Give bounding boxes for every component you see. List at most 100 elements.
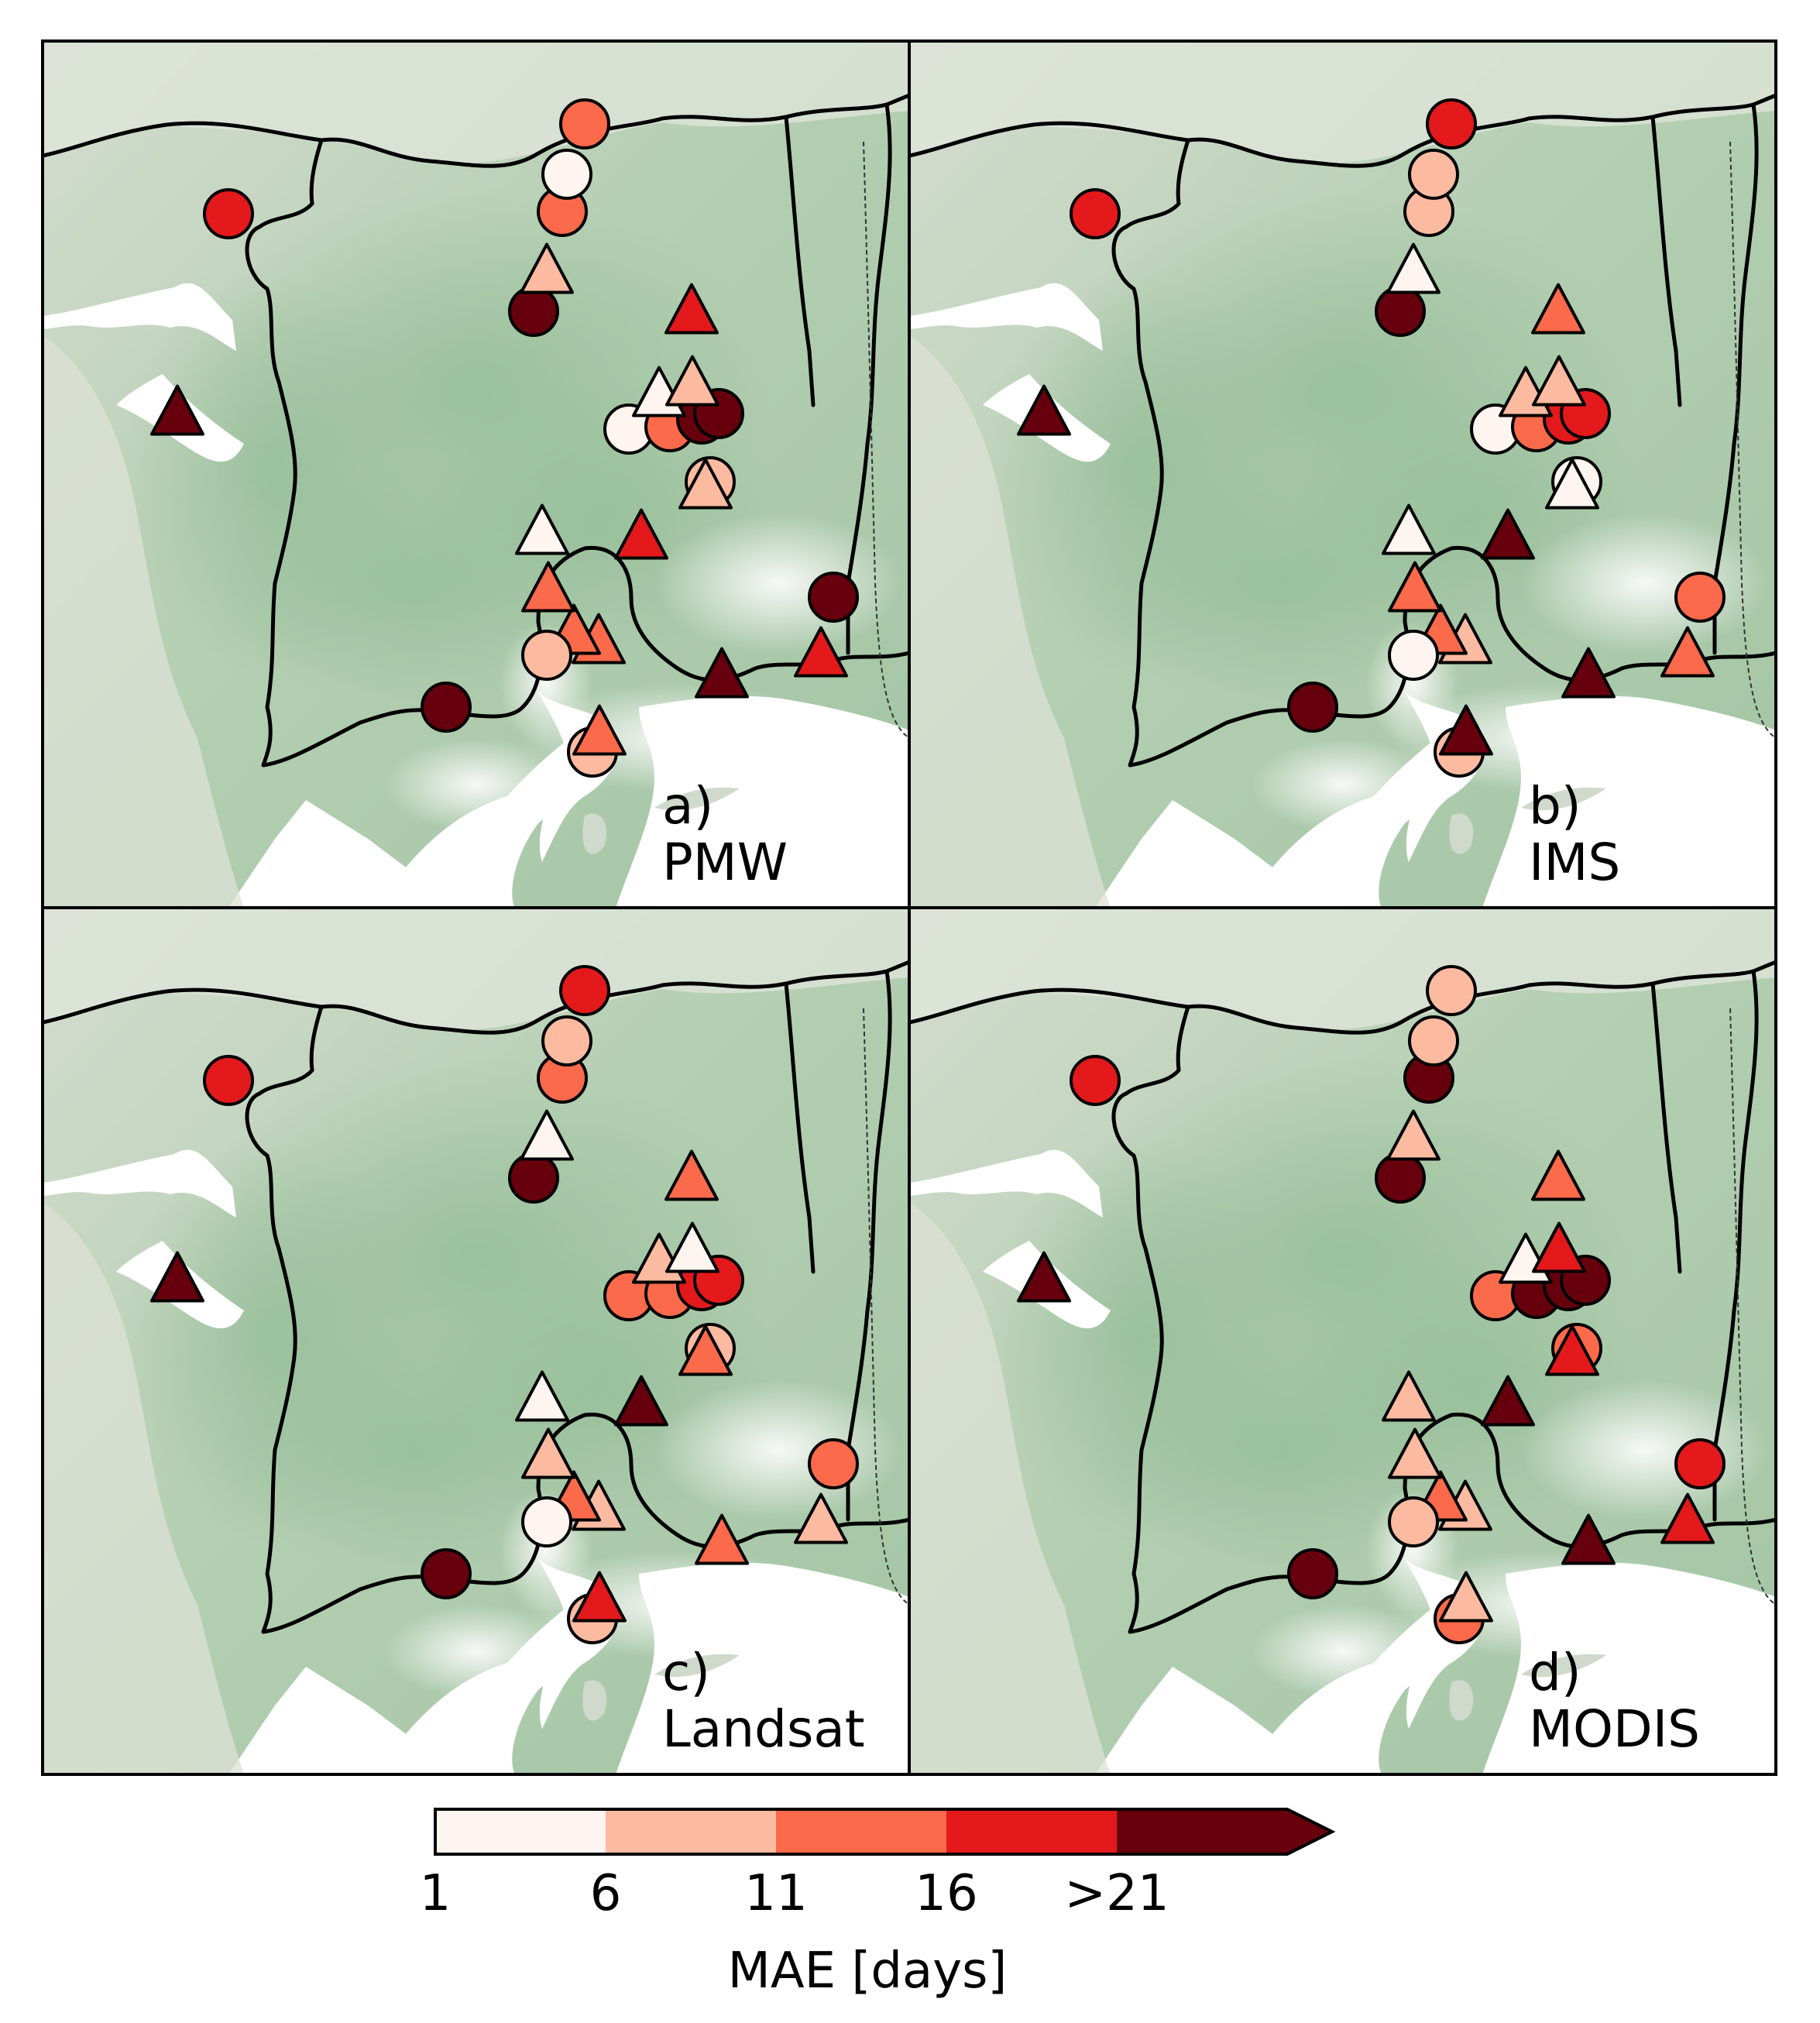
island xyxy=(654,787,740,811)
station-t14-triangle xyxy=(1439,704,1493,756)
station-t12-triangle xyxy=(695,1513,749,1565)
colorbar-tick-0: 1 xyxy=(420,1865,452,1922)
west-coast-plain xyxy=(43,335,244,908)
station-c1-circle xyxy=(559,98,610,149)
island xyxy=(1521,1654,1606,1678)
north-slope xyxy=(909,41,1776,163)
station-c13-circle xyxy=(808,572,859,623)
station-t2-triangle xyxy=(664,1149,719,1201)
water-body xyxy=(909,283,1103,351)
station-c1-circle xyxy=(1426,965,1477,1016)
station-t12-triangle xyxy=(695,647,749,699)
station-markers xyxy=(1017,965,1726,1644)
panel-product-name: IMS xyxy=(1529,833,1620,892)
station-c11-circle xyxy=(521,1496,572,1547)
station-t7-triangle xyxy=(1481,1375,1535,1427)
colorbar-title: MAE [days] xyxy=(728,1942,1008,2000)
basin-boundary xyxy=(1111,138,1776,768)
island xyxy=(582,1680,607,1721)
panel-2: c)Landsat xyxy=(41,906,911,1776)
water-body xyxy=(43,283,236,351)
station-c13-circle xyxy=(1674,1438,1726,1489)
basin-boundary xyxy=(245,1005,909,1634)
station-c12-circle xyxy=(421,682,472,733)
lowland-shading xyxy=(120,273,430,676)
station-t14-triangle xyxy=(1439,1571,1493,1623)
station-t9-triangle xyxy=(1388,1427,1442,1479)
station-markers xyxy=(1017,98,1726,778)
station-c2-circle xyxy=(541,1015,592,1066)
panel-frame xyxy=(908,906,1777,1776)
station-t6-triangle xyxy=(678,1324,733,1376)
north-slope xyxy=(43,41,909,163)
station-t4-triangle xyxy=(665,1221,719,1273)
island xyxy=(1449,1680,1474,1721)
lowland-shading xyxy=(987,1140,1296,1543)
colorbar-outline xyxy=(434,1808,1336,1856)
station-t4-triangle xyxy=(1532,355,1586,407)
station-t1-triangle xyxy=(1386,1109,1441,1161)
station-c1-circle xyxy=(1426,98,1477,149)
map-body xyxy=(909,41,1776,908)
lowland-shading xyxy=(987,273,1296,676)
colorbar-extend-arrow xyxy=(1287,1809,1332,1854)
station-t13-triangle xyxy=(794,626,848,678)
station-c5-circle xyxy=(1070,188,1121,239)
station-c2-circle xyxy=(1408,149,1459,200)
island xyxy=(582,813,607,854)
panel-product-name: PMW xyxy=(662,833,788,892)
island xyxy=(1521,787,1606,811)
station-c4-circle xyxy=(1375,1152,1426,1204)
west-coast-plain xyxy=(43,1202,244,1774)
panel-letter: c) xyxy=(662,1643,710,1702)
station-t13-triangle xyxy=(794,1492,848,1544)
station-t8-triangle xyxy=(515,1370,569,1422)
colorbar-tick-2: 11 xyxy=(744,1865,807,1922)
station-t14-triangle xyxy=(572,1571,627,1623)
station-t6-triangle xyxy=(1545,458,1599,510)
water-body xyxy=(43,1149,236,1218)
station-c11-circle xyxy=(1388,630,1439,681)
station-t13-triangle xyxy=(1660,1492,1715,1544)
station-c11-circle xyxy=(521,630,572,681)
station-t3-triangle xyxy=(150,384,204,436)
colorbar-bin-0 xyxy=(435,1809,606,1854)
station-t7-triangle xyxy=(614,508,668,560)
station-t9-triangle xyxy=(1388,561,1442,613)
station-t8-triangle xyxy=(1382,1370,1436,1422)
basin-boundary xyxy=(909,960,1776,1035)
station-c13-circle xyxy=(808,1438,859,1489)
water-body xyxy=(909,1149,1103,1218)
panel-product-name: MODIS xyxy=(1529,1699,1700,1759)
colorbar-tick-4: >21 xyxy=(1064,1865,1169,1922)
station-markers xyxy=(150,98,859,778)
station-t2-triangle xyxy=(664,283,719,335)
station-c5-circle xyxy=(1070,1055,1121,1106)
island xyxy=(1449,813,1474,854)
state-boundary xyxy=(863,141,909,739)
colorbar-bin-2 xyxy=(776,1809,946,1854)
station-t4-triangle xyxy=(1532,1221,1586,1273)
water-body xyxy=(376,1582,605,1774)
water-body xyxy=(1242,715,1471,908)
station-c4-circle xyxy=(508,1152,559,1204)
station-c12-circle xyxy=(421,1548,472,1599)
panel-1: b)IMS xyxy=(908,39,1777,909)
station-t2-triangle xyxy=(1531,1149,1585,1201)
station-t6-triangle xyxy=(1545,1324,1599,1376)
water-body xyxy=(1242,1582,1471,1774)
station-c12-circle xyxy=(1287,1548,1338,1599)
basin-boundary xyxy=(43,93,909,168)
station-c13-circle xyxy=(1674,572,1726,623)
west-coast-plain xyxy=(909,335,1111,908)
station-t7-triangle xyxy=(1481,508,1535,560)
basin-boundary xyxy=(846,102,892,655)
colorbar-bin-3 xyxy=(946,1809,1117,1854)
basin-boundary xyxy=(1111,1005,1776,1634)
station-t8-triangle xyxy=(515,503,569,555)
station-c2-circle xyxy=(541,149,592,200)
colorbar-tick-1: 6 xyxy=(590,1865,622,1922)
station-c11-circle xyxy=(1388,1496,1439,1547)
